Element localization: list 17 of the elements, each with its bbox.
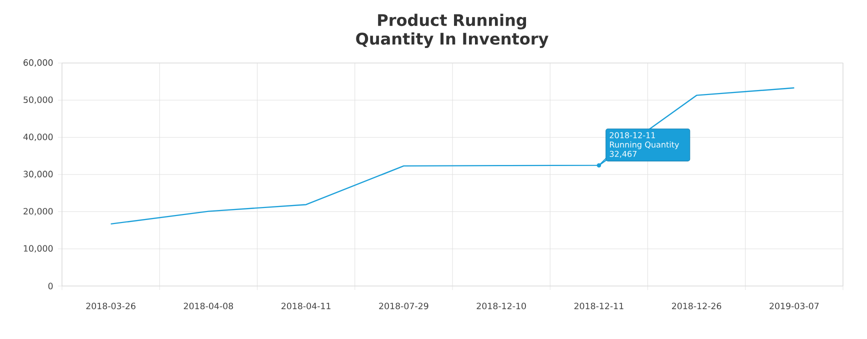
x-tick-label: 2018-07-29 [379, 302, 428, 310]
y-tick-label: 30,000 [24, 170, 53, 178]
y-tick-label: 0 [48, 282, 53, 290]
x-tick-label: 2018-04-11 [282, 302, 330, 310]
x-tick-label: 2018-04-08 [184, 302, 234, 310]
y-tick-label: 40,000 [23, 134, 53, 142]
x-tick-label: 2019-03-07 [770, 302, 819, 310]
x-tick-label: 2018-03-26 [86, 302, 136, 310]
y-tick-label: 50,000 [24, 96, 53, 104]
x-tick-label: 2018-12-10 [476, 302, 526, 310]
chart-title: Product Running Quantity In Inventory [356, 14, 548, 48]
x-tick-label: 2018-12-26 [672, 302, 722, 310]
y-tick-label: 20,000 [24, 208, 53, 216]
annotation: 2018-12-11 Running Quantity 32,467 [610, 132, 679, 158]
y-tick-label: 60,000 [24, 59, 53, 67]
x-tick-label: 2018-12-11 [574, 302, 624, 310]
y-tick-label: 10,000 [24, 245, 53, 253]
